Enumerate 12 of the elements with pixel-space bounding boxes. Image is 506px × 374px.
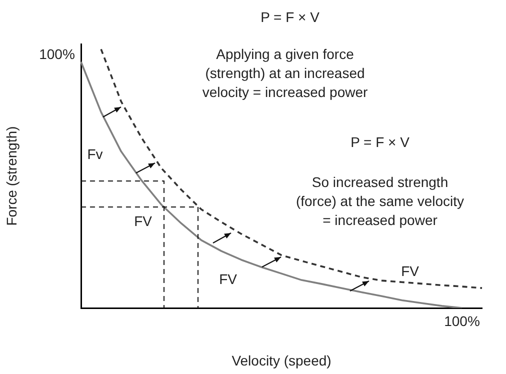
- text: 100%: [444, 312, 480, 329]
- annotation: Applying a given force (strength) at an increased velocity = increased power: [202, 46, 368, 100]
- annotation: FV: [134, 212, 153, 229]
- annotation: P = F × V: [350, 134, 410, 150]
- text: 100%: [39, 46, 75, 62]
- x-axis-title: Velocity (speed): [232, 352, 332, 368]
- chart-title: P = F × V: [260, 8, 320, 25]
- y-axis-title: Force (strength): [3, 126, 20, 226]
- annotation: Fv: [87, 146, 103, 162]
- annotation: FV: [219, 270, 238, 287]
- annotation: FV: [401, 262, 420, 279]
- annotation: So increased strength (force) at the same velocity = increased power: [296, 174, 464, 228]
